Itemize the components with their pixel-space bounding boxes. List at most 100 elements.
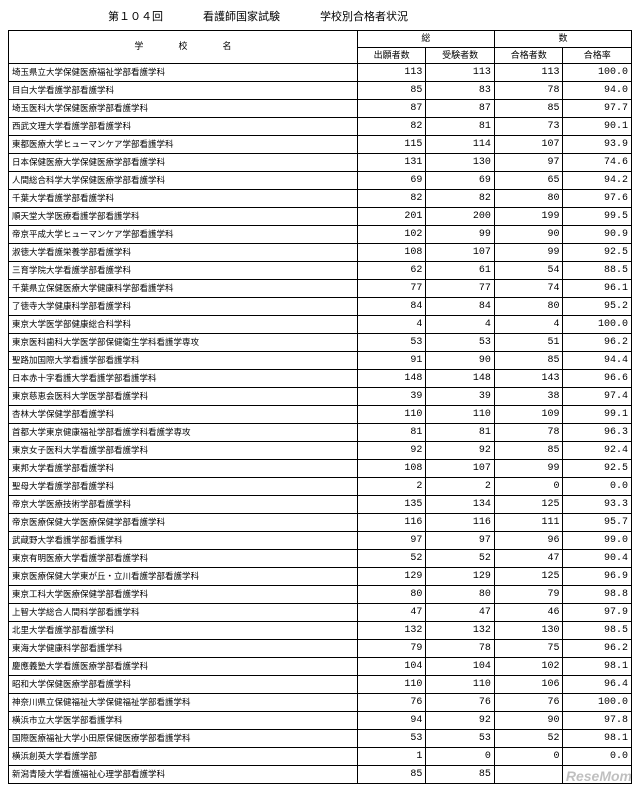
cell-passers: 52 <box>494 730 563 748</box>
cell-applicants: 1 <box>357 748 426 766</box>
cell-examinees: 87 <box>426 100 495 118</box>
cell-passrate: 93.3 <box>563 496 632 514</box>
cell-school: 東海大学健康科学部看護学科 <box>9 640 358 658</box>
cell-applicants: 39 <box>357 388 426 406</box>
table-row: 東都医療大学ヒューマンケア学部看護学科11511410793.9 <box>9 136 632 154</box>
cell-passers: 4 <box>494 316 563 334</box>
cell-passrate: 99.5 <box>563 208 632 226</box>
cell-passrate: 97.7 <box>563 100 632 118</box>
cell-passers: 0 <box>494 478 563 496</box>
cell-passers: 80 <box>494 190 563 208</box>
cell-passers: 90 <box>494 226 563 244</box>
cell-passers <box>494 766 563 784</box>
cell-applicants: 148 <box>357 370 426 388</box>
cell-passrate: 96.4 <box>563 676 632 694</box>
cell-examinees: 90 <box>426 352 495 370</box>
cell-passrate: 74.6 <box>563 154 632 172</box>
cell-applicants: 108 <box>357 244 426 262</box>
cell-passers: 46 <box>494 604 563 622</box>
cell-examinees: 39 <box>426 388 495 406</box>
table-row: 聖路加国際大学看護学部看護学科91908594.4 <box>9 352 632 370</box>
cell-passers: 65 <box>494 172 563 190</box>
col-school: 学 校 名 <box>9 31 358 64</box>
cell-passers: 76 <box>494 694 563 712</box>
cell-examinees: 53 <box>426 334 495 352</box>
cell-examinees: 107 <box>426 460 495 478</box>
table-row: 神奈川県立保健福祉大学保健福祉学部看護学科767676100.0 <box>9 694 632 712</box>
cell-passrate: 94.2 <box>563 172 632 190</box>
table-row: 了徳寺大学健康科学部看護学科84848095.2 <box>9 298 632 316</box>
cell-passrate: 94.0 <box>563 82 632 100</box>
cell-applicants: 91 <box>357 352 426 370</box>
table-row: 東海大学健康科学部看護学科79787596.2 <box>9 640 632 658</box>
cell-examinees: 116 <box>426 514 495 532</box>
header-title-2: 看護師国家試験 <box>203 8 280 24</box>
cell-school: 順天堂大学医療看護学部看護学科 <box>9 208 358 226</box>
table-row: 北里大学看護学部看護学科13213213098.5 <box>9 622 632 640</box>
cell-school: 聖路加国際大学看護学部看護学科 <box>9 352 358 370</box>
cell-passers: 109 <box>494 406 563 424</box>
cell-applicants: 115 <box>357 136 426 154</box>
cell-examinees: 85 <box>426 766 495 784</box>
cell-passrate: 100.0 <box>563 64 632 82</box>
cell-applicants: 94 <box>357 712 426 730</box>
cell-school: 東京工科大学医療保健学部看護学科 <box>9 586 358 604</box>
cell-applicants: 132 <box>357 622 426 640</box>
table-row: 杏林大学保健学部看護学科11011010999.1 <box>9 406 632 424</box>
col-group-1: 総 <box>357 31 494 48</box>
cell-school: 千葉県立保健医療大学健康科学部看護学科 <box>9 280 358 298</box>
cell-passers: 78 <box>494 82 563 100</box>
cell-passers: 75 <box>494 640 563 658</box>
cell-examinees: 132 <box>426 622 495 640</box>
table-row: 横浜市立大学医学部看護学科94929097.8 <box>9 712 632 730</box>
cell-passrate: 97.9 <box>563 604 632 622</box>
cell-examinees: 99 <box>426 226 495 244</box>
cell-passers: 125 <box>494 496 563 514</box>
cell-examinees: 47 <box>426 604 495 622</box>
cell-school: 三育学院大学看護学部看護学科 <box>9 262 358 280</box>
cell-school: 東邦大学看護学部看護学科 <box>9 460 358 478</box>
cell-school: 東京大学医学部健康総合科学科 <box>9 316 358 334</box>
cell-school: 埼玉県立大学保健医療福祉学部看護学科 <box>9 64 358 82</box>
table-row: 横浜創英大学看護学部1000.0 <box>9 748 632 766</box>
table-row: 埼玉県立大学保健医療福祉学部看護学科113113113100.0 <box>9 64 632 82</box>
cell-examinees: 61 <box>426 262 495 280</box>
cell-applicants: 104 <box>357 658 426 676</box>
table-row: 東京医療保健大学東が丘・立川看護学部看護学科12912912596.9 <box>9 568 632 586</box>
cell-examinees: 92 <box>426 712 495 730</box>
cell-passrate: 90.4 <box>563 550 632 568</box>
table-row: 埼玉医科大学保健医療学部看護学科87878597.7 <box>9 100 632 118</box>
cell-school: 神奈川県立保健福祉大学保健福祉学部看護学科 <box>9 694 358 712</box>
cell-examinees: 53 <box>426 730 495 748</box>
cell-passers: 107 <box>494 136 563 154</box>
cell-passrate: 96.3 <box>563 424 632 442</box>
cell-applicants: 92 <box>357 442 426 460</box>
cell-school: 日本赤十字看護大学看護学部看護学科 <box>9 370 358 388</box>
cell-passers: 85 <box>494 352 563 370</box>
cell-passers: 85 <box>494 442 563 460</box>
cell-passers: 73 <box>494 118 563 136</box>
col-applicants: 出願者数 <box>357 47 426 64</box>
cell-school: 帝京大学医療技術学部看護学科 <box>9 496 358 514</box>
table-row: 日本保健医療大学保健医療学部看護学科1311309774.6 <box>9 154 632 172</box>
cell-applicants: 87 <box>357 100 426 118</box>
cell-examinees: 77 <box>426 280 495 298</box>
cell-school: 西武文理大学看護学部看護学科 <box>9 118 358 136</box>
cell-applicants: 85 <box>357 82 426 100</box>
cell-passrate: 95.2 <box>563 298 632 316</box>
cell-examinees: 2 <box>426 478 495 496</box>
cell-school: 杏林大学保健学部看護学科 <box>9 406 358 424</box>
cell-applicants: 135 <box>357 496 426 514</box>
cell-passers: 80 <box>494 298 563 316</box>
cell-passers: 99 <box>494 244 563 262</box>
cell-passers: 38 <box>494 388 563 406</box>
cell-passers: 111 <box>494 514 563 532</box>
cell-passrate: 97.8 <box>563 712 632 730</box>
cell-applicants: 113 <box>357 64 426 82</box>
table-row: 帝京平成大学ヒューマンケア学部看護学科102999090.9 <box>9 226 632 244</box>
cell-applicants: 82 <box>357 118 426 136</box>
table-row: 目白大学看護学部看護学科85837894.0 <box>9 82 632 100</box>
cell-passrate: 100.0 <box>563 316 632 334</box>
cell-passrate: 96.9 <box>563 568 632 586</box>
cell-applicants: 77 <box>357 280 426 298</box>
